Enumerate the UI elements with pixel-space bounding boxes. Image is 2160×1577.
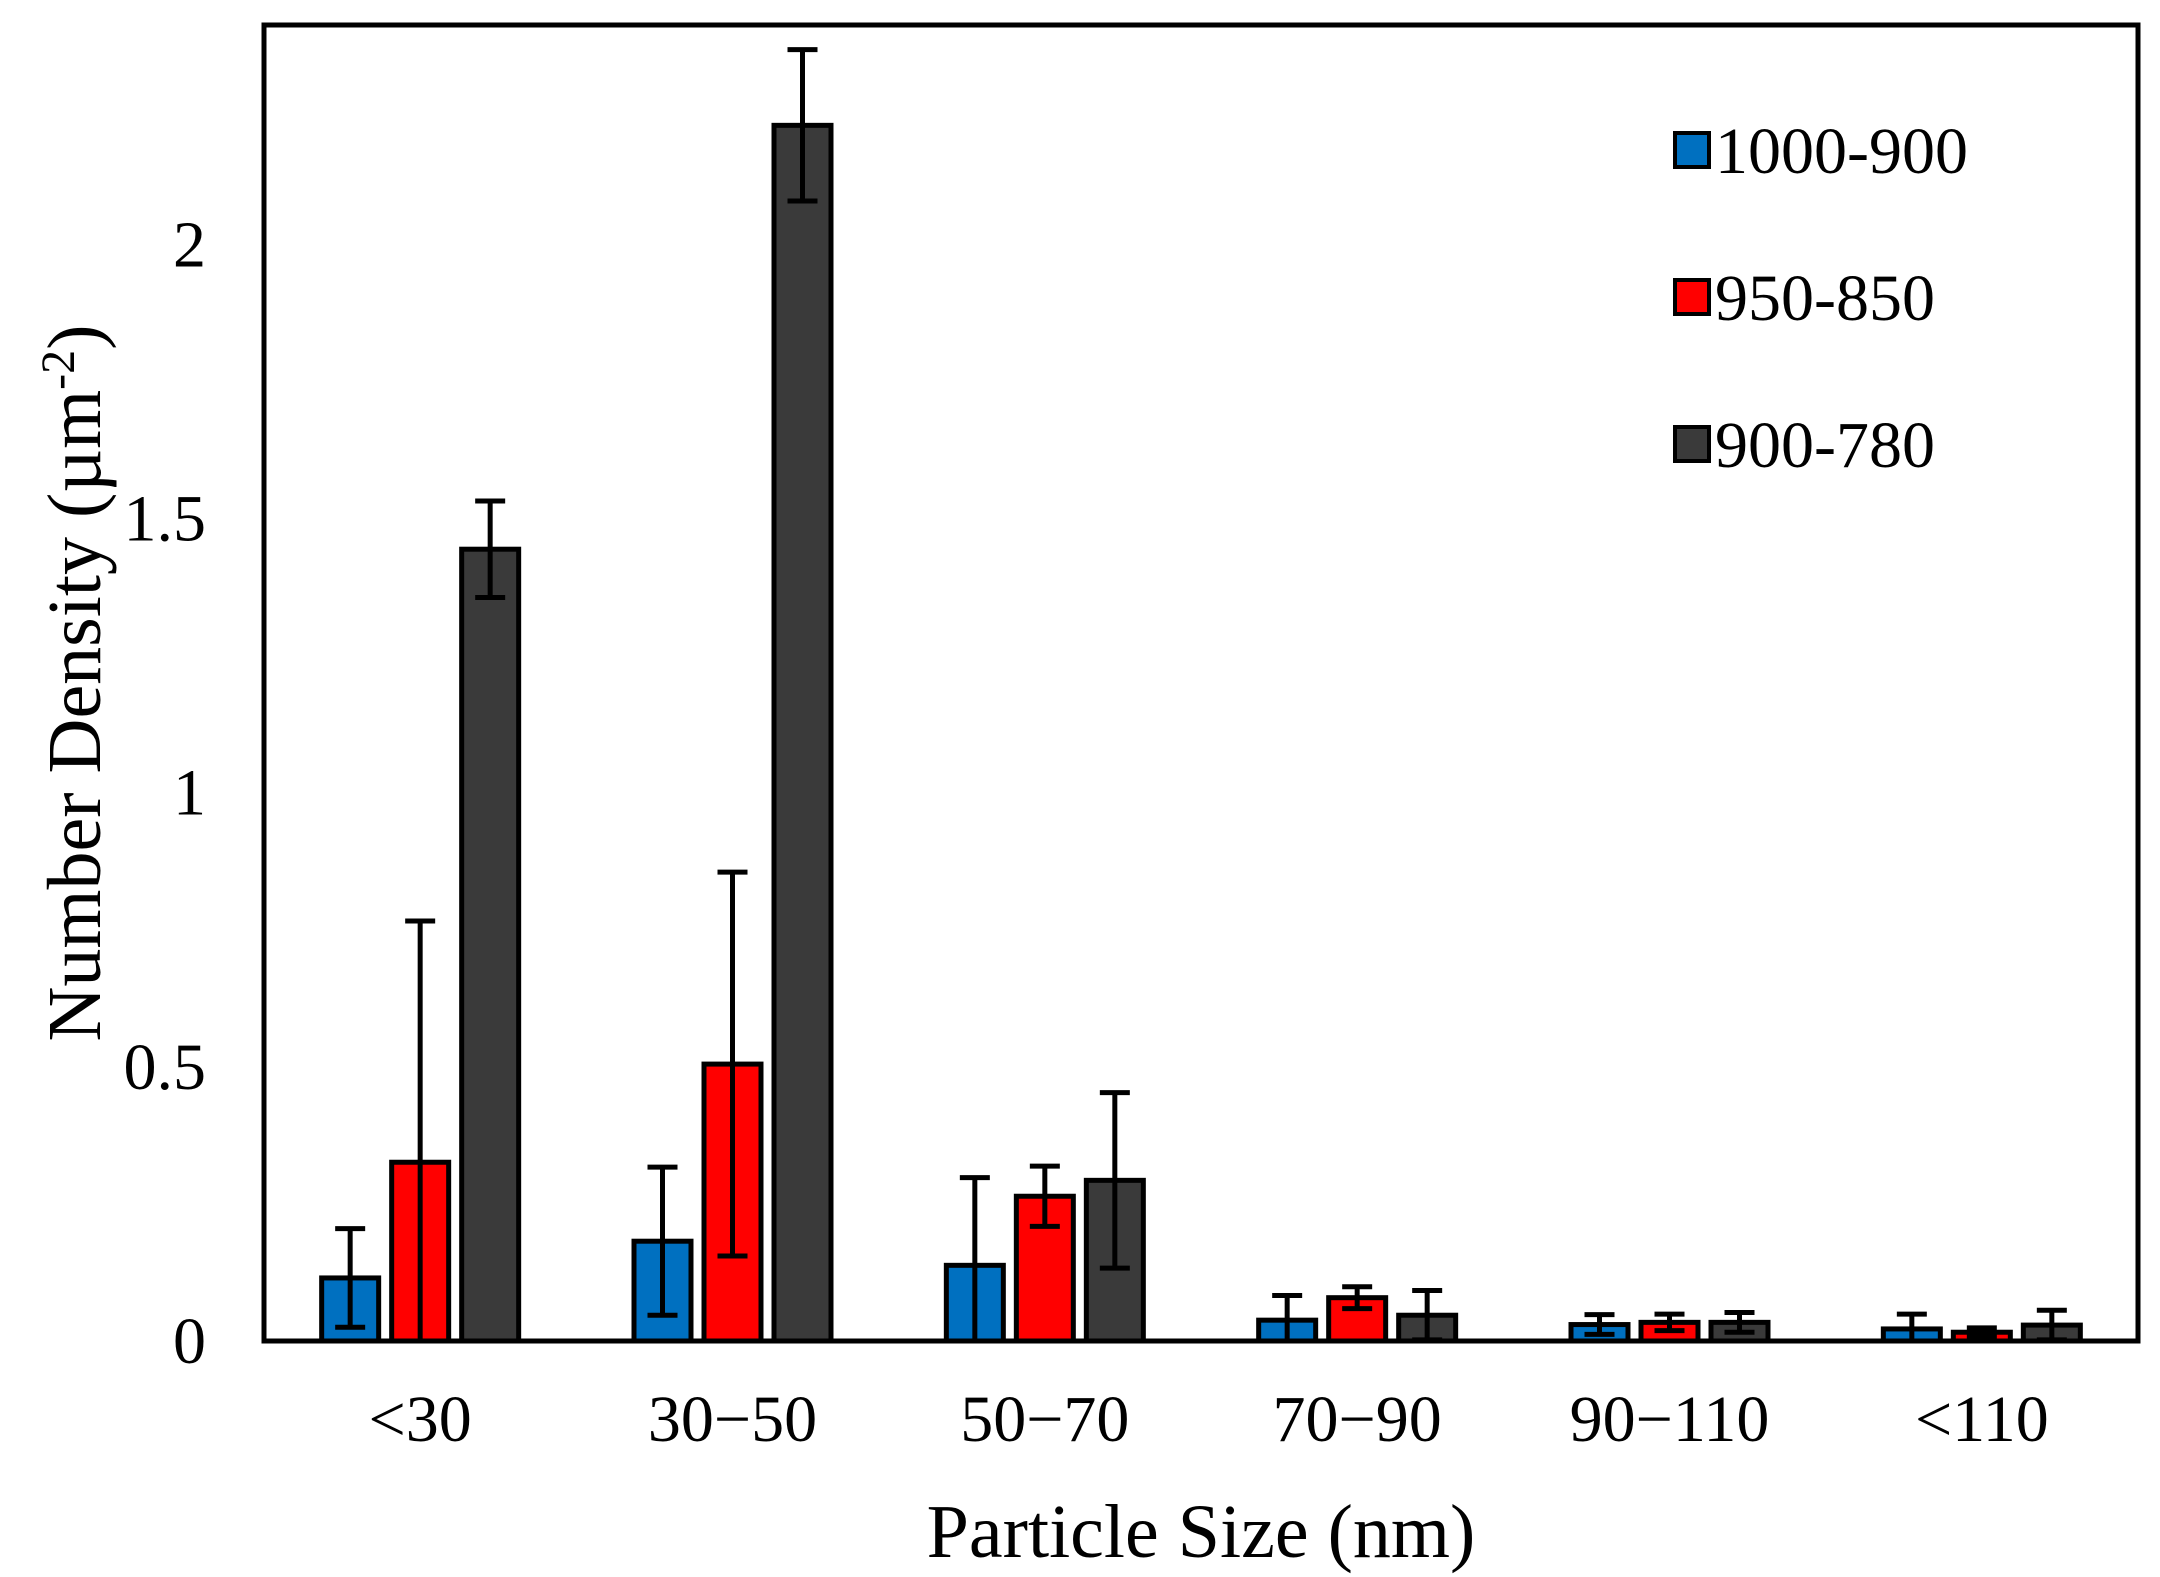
y-tick-label: 0 — [173, 1305, 206, 1378]
error-bar-900-780-2 — [1099, 1090, 1130, 1271]
legend-label: 1000-900 — [1715, 115, 1968, 188]
y-axis-title-close: ) — [33, 325, 117, 350]
x-tick-label: <110 — [1915, 1383, 2049, 1456]
x-tick-label: 30−50 — [648, 1383, 817, 1456]
legend-item-1000-900: 1000-900 — [1673, 115, 1968, 188]
y-tick-label: 1 — [173, 757, 206, 830]
y-axis-title-main: Number Density (µm — [33, 390, 117, 1042]
error-bar-1000-900-0 — [335, 1226, 366, 1330]
y-axis-title-superscript: -2 — [32, 350, 85, 390]
error-bars-layer — [335, 47, 2067, 1344]
legend: 1000-900 950-850 900-780 — [1673, 115, 1968, 482]
y-tick-label: 2 — [173, 208, 206, 281]
error-bar-950-850-4 — [1654, 1311, 1685, 1334]
x-axis-ticks: <30 30−50 50−70 70−90 90−110 <110 — [369, 1383, 2049, 1456]
error-bar-900-780-4 — [1724, 1309, 1755, 1335]
bar-900-780-0 — [459, 546, 522, 1344]
error-bar-1000-900-4 — [1584, 1312, 1615, 1337]
legend-label: 950-850 — [1715, 262, 1935, 335]
legend-swatch — [1673, 131, 1711, 169]
error-bar-900-780-0 — [475, 498, 506, 600]
plot-area-frame — [261, 22, 2141, 1344]
error-bar-950-850-2 — [1029, 1163, 1060, 1229]
legend-swatch — [1673, 425, 1711, 463]
x-tick-label: 70−90 — [1273, 1383, 1442, 1456]
x-tick-label: 50−70 — [960, 1383, 1129, 1456]
x-axis-title: Particle Size (nm) — [927, 1490, 1476, 1574]
error-bar-950-850-3 — [1342, 1284, 1373, 1312]
x-tick-label: <30 — [369, 1383, 472, 1456]
legend-item-950-850: 950-850 — [1673, 262, 1935, 335]
error-bar-950-850-1 — [717, 869, 748, 1259]
y-axis-ticks: 0 0.5 1 1.5 2 — [124, 208, 207, 1378]
error-bar-1000-900-1 — [647, 1164, 678, 1318]
error-bar-950-850-5 — [1966, 1325, 1997, 1340]
y-axis-title: Number Density (µm-2) — [32, 325, 117, 1042]
legend-item-900-780: 900-780 — [1673, 409, 1935, 482]
y-tick-label: 1.5 — [124, 483, 207, 556]
y-tick-label: 0.5 — [124, 1031, 207, 1104]
legend-swatch — [1673, 278, 1711, 316]
bar-900-780-1 — [771, 122, 834, 1344]
x-tick-label: 90−110 — [1570, 1383, 1770, 1456]
legend-label: 900-780 — [1715, 409, 1935, 482]
error-bar-900-780-1 — [787, 47, 818, 204]
